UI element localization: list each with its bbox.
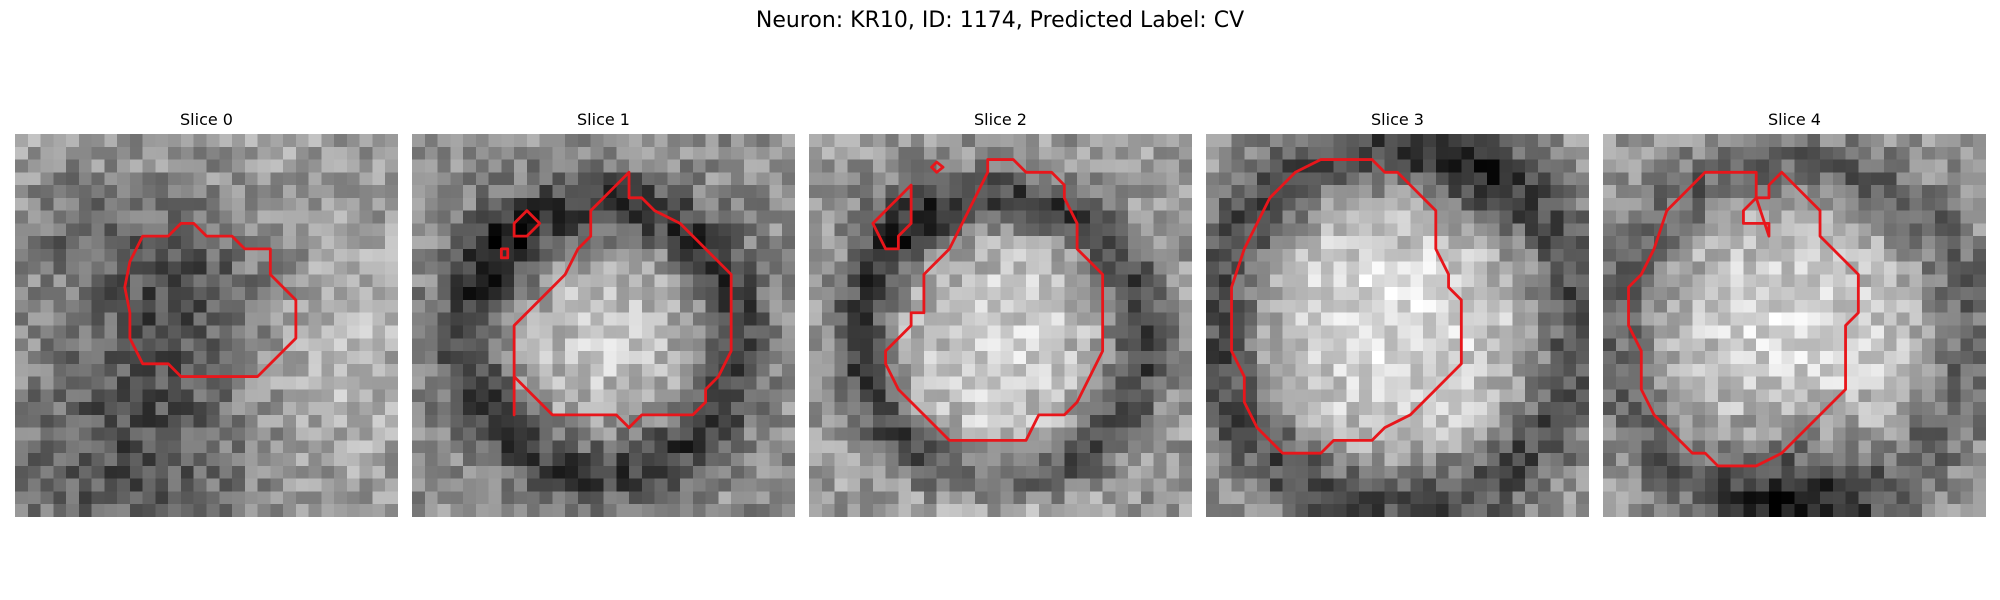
segmentation-contour	[512, 170, 733, 430]
segmentation-contour	[1230, 158, 1463, 455]
segmentation-contour	[1627, 170, 1860, 468]
pixel-grid	[1206, 134, 1589, 517]
segmentation-contour-fragment	[930, 160, 945, 174]
panel-title: Slice 1	[577, 110, 630, 129]
slice-2-image	[809, 134, 1192, 517]
segmentation-contour-fragment	[1742, 196, 1771, 238]
segmentation-contour-fragment	[499, 247, 510, 260]
slice-3-image	[1206, 134, 1589, 517]
pixel-grid	[15, 134, 398, 517]
panel-title: Slice 2	[974, 110, 1027, 129]
segmentation-contour-fragment	[512, 209, 542, 238]
segmentation-contour	[123, 221, 298, 378]
figure-title: Neuron: KR10, ID: 1174, Predicted Label:…	[755, 8, 1245, 33]
segmentation-contour	[884, 158, 1105, 442]
slice-1-image	[412, 134, 795, 517]
pixel-grid	[809, 134, 1192, 517]
segmentation-contour-fragment	[871, 183, 913, 251]
panel-title: Slice 4	[1768, 110, 1821, 129]
pixel-grid	[1603, 134, 1986, 517]
pixel-grid	[412, 134, 795, 517]
slice-4-image	[1603, 134, 1986, 517]
panel-title: Slice 0	[180, 110, 233, 129]
slice-0-image	[15, 134, 398, 517]
panel-title: Slice 3	[1371, 110, 1424, 129]
